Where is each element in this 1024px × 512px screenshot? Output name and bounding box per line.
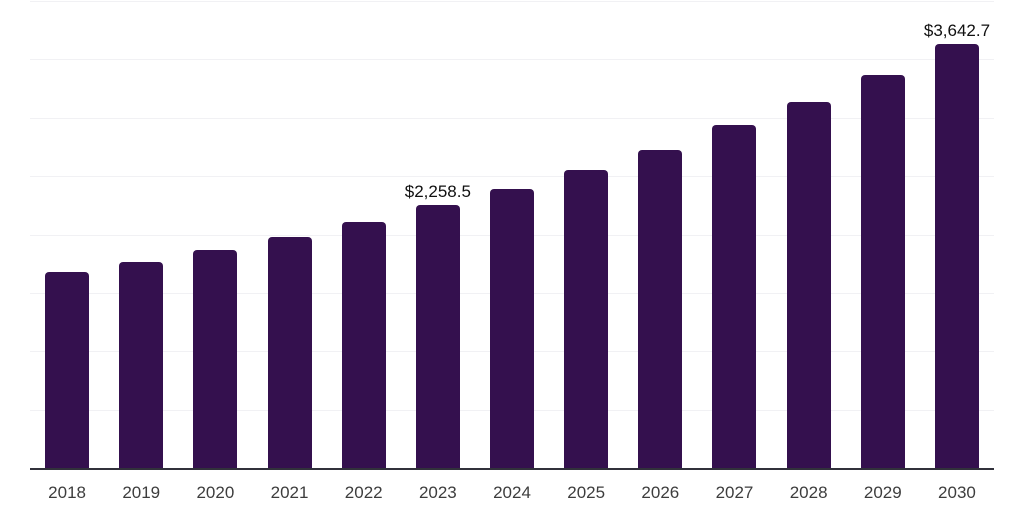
x-axis-line	[30, 468, 994, 470]
x-tick-label: 2026	[641, 483, 680, 502]
bar-slot	[327, 2, 401, 469]
x-tick-label: 2029	[863, 483, 902, 502]
bar-slot	[772, 2, 846, 469]
bar-2026	[638, 149, 683, 469]
bar-slot	[252, 2, 326, 469]
x-tick-label: 2022	[344, 483, 383, 502]
x-tick-label: 2027	[715, 483, 754, 502]
x-tick-label: 2025	[567, 483, 606, 502]
bar-2020	[193, 250, 238, 469]
gridline	[30, 117, 994, 119]
bar-slot	[846, 2, 920, 469]
bar-2024	[490, 189, 535, 469]
bar-2027	[712, 124, 757, 469]
gridline	[30, 176, 994, 178]
gridline	[30, 59, 994, 61]
bar-2025	[564, 170, 609, 469]
bar-2022	[341, 222, 386, 469]
bar-slot	[475, 2, 549, 469]
bar-2023	[415, 205, 460, 469]
x-tick-label: 2020	[196, 483, 235, 502]
bar-slot: $2,258.5	[401, 2, 475, 469]
bar-2021	[267, 236, 312, 469]
gridline	[30, 1, 994, 2]
x-tick-label: 2028	[789, 483, 828, 502]
x-tick-label: 2021	[270, 483, 309, 502]
x-axis-labels: 2018 2019 2020 2021 2022 2023 2024 2025 2026 2027…	[30, 471, 994, 501]
x-tick-label: 2030	[938, 483, 976, 502]
bar-slot	[549, 2, 623, 469]
x-tick-label: 2024	[493, 483, 531, 502]
bars-layer: $2,258.5 $3,642.7	[30, 2, 994, 469]
bar-slot	[623, 2, 697, 469]
x-tick-label: 2023	[418, 483, 457, 502]
x-tick-label: 2018	[48, 483, 86, 502]
bar-slot	[30, 2, 104, 469]
bar-2029	[860, 74, 905, 469]
bar-value-label: $3,642.7	[923, 20, 991, 40]
bar-slot: $3,642.7	[920, 2, 994, 469]
bar-value-label: $2,258.5	[404, 182, 471, 202]
bar-slot	[104, 2, 178, 469]
bar-slot	[697, 2, 771, 469]
x-tick-label: 2019	[122, 483, 161, 502]
bar-2019	[119, 261, 164, 469]
bar-slot	[178, 2, 252, 469]
bar-2018	[45, 271, 90, 469]
bar-2028	[786, 101, 831, 469]
plot-area: $2,258.5 $3,642.7	[30, 1, 994, 470]
bar-2030	[934, 43, 979, 469]
